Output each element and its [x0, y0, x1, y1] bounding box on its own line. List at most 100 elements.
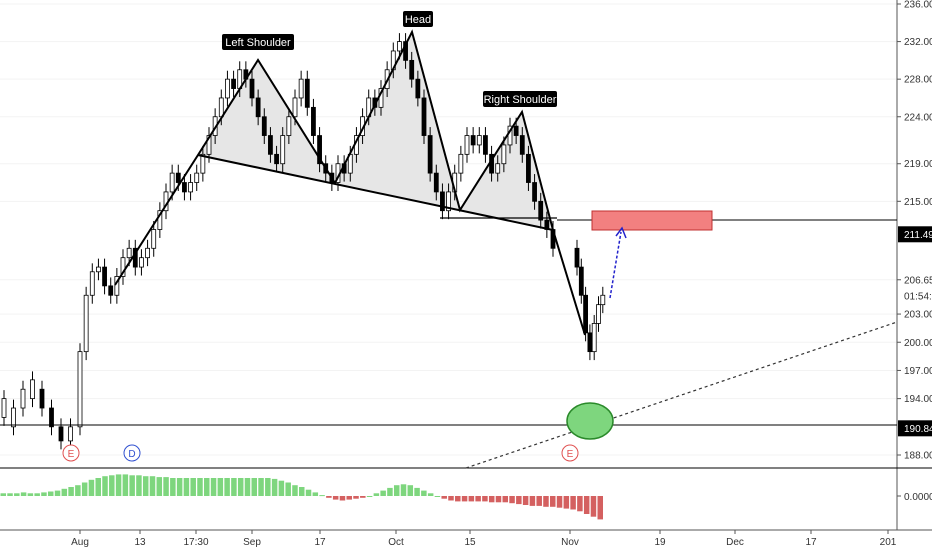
osc-bar — [34, 493, 40, 496]
osc-bar — [129, 475, 135, 496]
candle-body — [68, 426, 73, 442]
osc-bar — [244, 478, 251, 496]
osc-bar — [522, 496, 529, 505]
candle-body — [574, 247, 580, 268]
osc-bar — [360, 496, 366, 498]
osc-bar — [455, 496, 461, 502]
osc-bar — [326, 496, 332, 498]
candle-body — [1, 398, 7, 418]
osc-bar — [224, 478, 230, 496]
osc-bar — [61, 488, 68, 496]
osc-bar — [217, 478, 224, 496]
osc-bar — [373, 493, 380, 496]
candle-body — [591, 323, 597, 353]
osc-bar — [414, 487, 420, 496]
candle-body — [483, 135, 488, 155]
svg-text:E: E — [567, 449, 574, 460]
price-tick-label: 01:54:24 — [904, 292, 932, 303]
osc-bar — [251, 478, 258, 496]
candle-body — [317, 135, 322, 165]
head-label: Head — [403, 11, 433, 27]
osc-bar — [461, 496, 468, 502]
candle-body — [249, 78, 255, 99]
candle-body — [77, 351, 83, 428]
projection-arrow — [609, 231, 622, 299]
osc-bar — [68, 487, 74, 496]
level-price-box — [898, 226, 932, 243]
time-tick-label: 17:30 — [183, 537, 208, 548]
candle-body — [151, 229, 157, 249]
osc-bar — [170, 478, 176, 496]
candle-body — [415, 78, 421, 99]
time-tick-label: Aug — [71, 537, 89, 548]
osc-bar — [142, 476, 149, 496]
candle-body — [175, 172, 181, 183]
osc-bar — [421, 490, 427, 496]
candle-body — [304, 78, 310, 108]
time-tick-label: 17 — [314, 537, 326, 548]
price-tick-label: 197.00 — [904, 366, 932, 377]
target-zone[interactable] — [591, 210, 713, 231]
candle-body — [495, 163, 501, 174]
osc-bar — [163, 477, 169, 496]
osc-bar — [366, 496, 373, 497]
candle-body — [600, 294, 606, 306]
osc-bar — [346, 496, 352, 500]
candle-body — [206, 135, 212, 155]
osc-bar — [583, 496, 590, 514]
time-tick-label: 17 — [805, 537, 817, 548]
dividend-marker[interactable]: D — [123, 444, 141, 462]
candle-body — [501, 144, 507, 165]
candle-body — [225, 78, 230, 99]
osc-bar — [278, 480, 285, 496]
candle-body — [526, 153, 531, 183]
candle-body — [83, 294, 89, 353]
candle-body — [519, 135, 525, 155]
osc-bar — [190, 478, 196, 496]
osc-bar — [95, 478, 101, 496]
dashed-trendline[interactable] — [465, 321, 898, 469]
price-tick-label: 203.00 — [904, 310, 932, 321]
osc-bar — [434, 496, 441, 497]
earnings-marker-1[interactable]: E — [62, 444, 80, 462]
candle-body — [30, 379, 35, 400]
osc-bar — [81, 482, 88, 496]
osc-bar — [204, 478, 210, 496]
time-tick-label: 19 — [654, 537, 666, 548]
price-tick-label: 232.00 — [904, 37, 932, 48]
osc-bar — [47, 491, 54, 496]
candle-body — [120, 257, 126, 277]
candle-body — [145, 247, 150, 259]
osc-bar — [115, 474, 122, 496]
candle-body — [587, 332, 593, 353]
candle-body — [182, 182, 187, 193]
osc-bar — [577, 496, 583, 512]
time-tick-label: 201 — [880, 537, 897, 548]
osc-bar — [54, 490, 61, 496]
time-axis-labels: Aug 13 17:30 Sep 17 Oct 15 Nov 19 Dec 17 201 — [71, 530, 897, 548]
candle-body — [427, 135, 433, 174]
osc-bar — [149, 476, 156, 496]
osc-bar — [516, 496, 522, 505]
osc-bar — [41, 492, 47, 496]
candle-body — [513, 125, 519, 136]
candle-body — [440, 191, 445, 212]
osc-bar — [271, 478, 278, 496]
price-tick-label: 200.00 — [904, 338, 932, 349]
svg-text:D: D — [128, 449, 135, 460]
candle-body — [583, 294, 588, 334]
candle-body — [470, 135, 476, 146]
osc-bar — [265, 478, 271, 496]
earnings-marker-2[interactable]: E — [561, 444, 579, 462]
svg-text:Head: Head — [405, 14, 431, 26]
svg-text:Right Shoulder: Right Shoulder — [484, 94, 557, 106]
support-circle[interactable] — [566, 402, 614, 440]
price-tick-label: 224.00 — [904, 112, 932, 123]
osc-bar — [0, 493, 6, 496]
price-tick-label: 194.00 — [904, 394, 932, 405]
candle-body — [102, 266, 107, 287]
osc-bar — [332, 496, 339, 500]
candle-body — [298, 78, 304, 99]
